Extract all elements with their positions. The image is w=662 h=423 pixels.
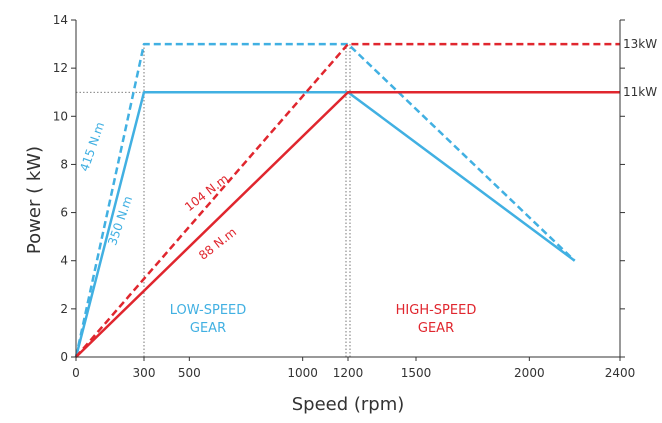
end-label-13kw: 13kW xyxy=(623,37,657,51)
high-speed-solid-line xyxy=(75,90,620,358)
high-speed-dashed-line xyxy=(75,42,620,358)
series-layer xyxy=(74,42,620,358)
low-speed-gear-label-line-2: GEAR xyxy=(190,321,226,336)
low-speed-gear-label-line-1: LOW-SPEED xyxy=(170,303,247,318)
x-tick-label: 1500 xyxy=(401,366,432,380)
x-tick-label: 0 xyxy=(72,366,80,380)
y-tick-label: 0 xyxy=(60,350,68,364)
x-axis-title: Speed (rpm) xyxy=(292,394,405,415)
high-speed-gear-label-line-2: GEAR xyxy=(418,321,454,336)
y-tick-label: 4 xyxy=(60,254,68,268)
y-tick-label: 8 xyxy=(60,157,68,171)
torque-label-415nm: 415 N.m xyxy=(77,120,107,173)
y-tick-label: 6 xyxy=(60,206,68,220)
y-tick-label: 12 xyxy=(53,61,68,75)
x-tick-label: 2000 xyxy=(514,366,545,380)
x-tick-label: 500 xyxy=(178,366,201,380)
y-axis-title: Power ( kW) xyxy=(24,146,45,254)
torque-label-88nm: 88 N.m xyxy=(196,225,239,263)
y-tick-label: 2 xyxy=(60,302,68,316)
x-tick-label: 2400 xyxy=(605,366,636,380)
x-tick-label: 300 xyxy=(133,366,156,380)
x-tick-label: 1000 xyxy=(287,366,318,380)
end-label-11kw: 11kW xyxy=(623,85,657,99)
x-tick-label: 1200 xyxy=(333,366,364,380)
y-tick-label: 14 xyxy=(53,13,68,27)
low-speed-dashed-line xyxy=(74,42,576,358)
y-tick-label: 10 xyxy=(53,109,68,123)
axes-layer: 0 2 4 6 8 10 12 14 0 300 500 1000 1200 1500 2000 2400 xyxy=(53,13,636,380)
low-speed-solid-line xyxy=(74,90,576,358)
high-speed-gear-label-line-1: HIGH-SPEED xyxy=(396,303,477,318)
